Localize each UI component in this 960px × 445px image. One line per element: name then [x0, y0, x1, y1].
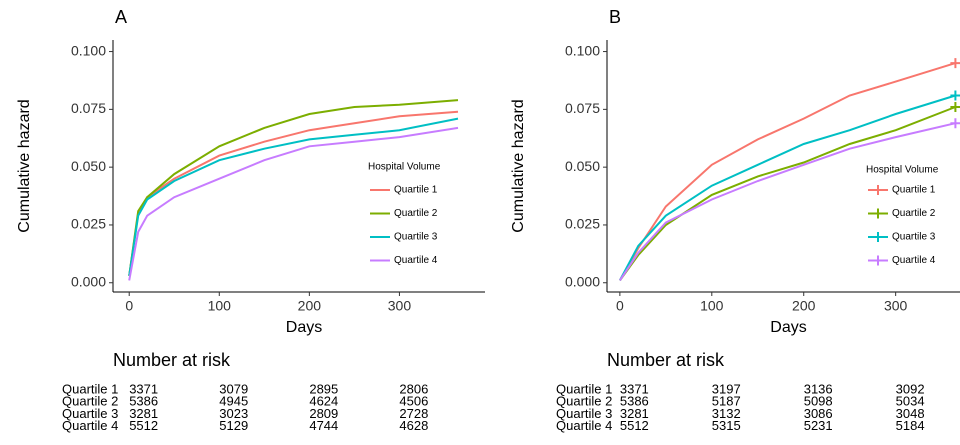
risk-value: 4506 — [399, 394, 428, 409]
risk-value: 3023 — [219, 406, 248, 421]
risk-row-label: Quartile 2 — [556, 394, 612, 409]
x-tick-label: 300 — [388, 298, 412, 314]
legend-label: Quartile 2 — [892, 208, 936, 219]
risk-row-label: Quartile 4 — [62, 418, 118, 433]
y-axis-title: Cumulative hazard — [510, 99, 527, 232]
x-tick-label: 100 — [700, 298, 724, 314]
risk-value: 3132 — [712, 406, 741, 421]
legend-title: Hospital Volume — [866, 165, 939, 176]
risk-value: 5187 — [712, 394, 741, 409]
curve — [128, 126, 459, 281]
risk-value: 5386 — [620, 394, 649, 409]
y-tick-label: 0.025 — [565, 216, 600, 232]
risk-value: 5512 — [129, 418, 158, 433]
legend-label: Quartile 3 — [394, 232, 438, 243]
y-tick-label: 0.075 — [71, 100, 106, 116]
risk-value: 2806 — [399, 381, 428, 396]
y-tick-label: 0.075 — [565, 100, 600, 116]
legend-title: Hospital Volume — [368, 162, 441, 173]
risk-value: 5129 — [219, 418, 248, 433]
risk-value: 4945 — [219, 394, 248, 409]
risk-value: 4628 — [399, 418, 428, 433]
x-tick-label: 200 — [792, 298, 816, 314]
y-tick-label: 0.050 — [71, 158, 106, 174]
x-tick-label: 300 — [884, 298, 908, 314]
risk-row-label: Quartile 1 — [62, 381, 118, 396]
legend-label: Quartile 4 — [394, 255, 438, 266]
censor-mark — [950, 58, 960, 69]
x-tick-label: 200 — [298, 298, 322, 314]
curve — [128, 99, 459, 276]
censor-mark — [950, 102, 960, 113]
risk-value: 3136 — [804, 381, 833, 396]
risk-value: 3371 — [129, 381, 158, 396]
risk-value: 2728 — [399, 406, 428, 421]
x-tick-label: 0 — [125, 298, 133, 314]
y-tick-label: 0.100 — [71, 42, 106, 58]
risk-row-label: Quartile 1 — [556, 381, 612, 396]
curve — [619, 62, 956, 281]
censor-mark — [950, 90, 960, 101]
risk-value: 5386 — [129, 394, 158, 409]
risk-value: 4744 — [309, 418, 338, 433]
y-tick-label: 0.100 — [565, 42, 600, 58]
risk-value: 5231 — [804, 418, 833, 433]
risk-value: 3079 — [219, 381, 248, 396]
y-tick-label: 0.050 — [565, 158, 600, 174]
risk-row-label: Quartile 3 — [62, 406, 118, 421]
y-tick-label: 0.000 — [565, 273, 600, 289]
y-tick-label: 0.025 — [71, 216, 106, 232]
y-axis-title: Cumulative hazard — [16, 99, 33, 232]
risk-value: 3371 — [620, 381, 649, 396]
legend-label: Quartile 1 — [394, 185, 438, 196]
risk-value: 5098 — [804, 394, 833, 409]
risk-value: 2895 — [309, 381, 338, 396]
risk-row-label: Quartile 4 — [556, 418, 612, 433]
curve — [128, 117, 459, 276]
x-axis-title: Days — [770, 319, 806, 336]
curve — [619, 106, 956, 281]
risk-value: 3281 — [129, 406, 158, 421]
legend-label: Quartile 3 — [892, 232, 936, 243]
risk-value: 5512 — [620, 418, 649, 433]
risk-row-label: Quartile 3 — [556, 406, 612, 421]
x-axis-title: Days — [286, 319, 322, 336]
y-tick-label: 0.000 — [71, 273, 106, 289]
panel-title: A — [115, 7, 127, 27]
risk-value: 5315 — [712, 418, 741, 433]
x-tick-label: 0 — [616, 298, 624, 314]
panel-title: B — [609, 7, 621, 27]
risk-value: 3086 — [804, 406, 833, 421]
x-tick-label: 100 — [208, 298, 232, 314]
risk-row-label: Quartile 2 — [62, 394, 118, 409]
risk-value: 5184 — [896, 418, 925, 433]
legend-label: Quartile 4 — [892, 255, 936, 266]
risk-value: 3281 — [620, 406, 649, 421]
risk-value: 3197 — [712, 381, 741, 396]
risk-title: Number at risk — [607, 350, 725, 370]
curve — [619, 94, 956, 281]
legend-label: Quartile 2 — [394, 208, 438, 219]
curve — [619, 122, 956, 281]
risk-value: 4624 — [309, 394, 338, 409]
risk-title: Number at risk — [113, 350, 231, 370]
legend-label: Quartile 1 — [892, 185, 936, 196]
censor-mark — [950, 118, 960, 129]
risk-value: 5034 — [896, 394, 925, 409]
risk-value: 2809 — [309, 406, 338, 421]
risk-value: 3092 — [896, 381, 925, 396]
risk-value: 3048 — [896, 406, 925, 421]
